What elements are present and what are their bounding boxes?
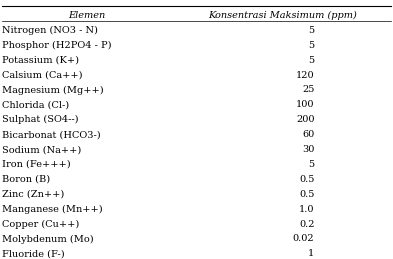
Text: 120: 120 [296, 70, 314, 80]
Text: Magnesium (Mg++): Magnesium (Mg++) [2, 85, 104, 95]
Text: Phosphor (H2PO4 - P): Phosphor (H2PO4 - P) [2, 41, 112, 50]
Text: 0.02: 0.02 [293, 234, 314, 243]
Text: 100: 100 [296, 100, 314, 109]
Text: Iron (Fe+++): Iron (Fe+++) [2, 160, 71, 169]
Text: Boron (B): Boron (B) [2, 175, 50, 184]
Text: Potassium (K+): Potassium (K+) [2, 56, 79, 65]
Text: 30: 30 [302, 145, 314, 154]
Text: 5: 5 [308, 56, 314, 65]
Text: 5: 5 [308, 26, 314, 35]
Text: Copper (Cu++): Copper (Cu++) [2, 220, 79, 229]
Text: Nitrogen (NO3 - N): Nitrogen (NO3 - N) [2, 26, 98, 35]
Text: Elemen: Elemen [68, 11, 105, 20]
Text: Konsentrasi Maksimum (ppm): Konsentrasi Maksimum (ppm) [209, 11, 357, 20]
Text: 0.5: 0.5 [299, 190, 314, 199]
Text: Manganese (Mn++): Manganese (Mn++) [2, 205, 103, 214]
Text: 60: 60 [302, 130, 314, 139]
Text: Calsium (Ca++): Calsium (Ca++) [2, 70, 83, 80]
Text: 0.2: 0.2 [299, 220, 314, 228]
Text: Sulphat (SO4--): Sulphat (SO4--) [2, 115, 79, 124]
Text: Fluoride (F-): Fluoride (F-) [2, 249, 64, 258]
Text: Molybdenum (Mo): Molybdenum (Mo) [2, 234, 94, 243]
Text: 25: 25 [302, 85, 314, 95]
Text: Zinc (Zn++): Zinc (Zn++) [2, 190, 64, 199]
Text: Sodium (Na++): Sodium (Na++) [2, 145, 81, 154]
Text: 0.5: 0.5 [299, 175, 314, 184]
Text: Bicarbonat (HCO3-): Bicarbonat (HCO3-) [2, 130, 101, 139]
Text: 5: 5 [308, 41, 314, 50]
Text: Chlorida (Cl-): Chlorida (Cl-) [2, 100, 69, 109]
Text: 1.0: 1.0 [299, 205, 314, 214]
Text: 1: 1 [308, 249, 314, 258]
Text: 200: 200 [296, 115, 314, 124]
Text: 5: 5 [308, 160, 314, 169]
